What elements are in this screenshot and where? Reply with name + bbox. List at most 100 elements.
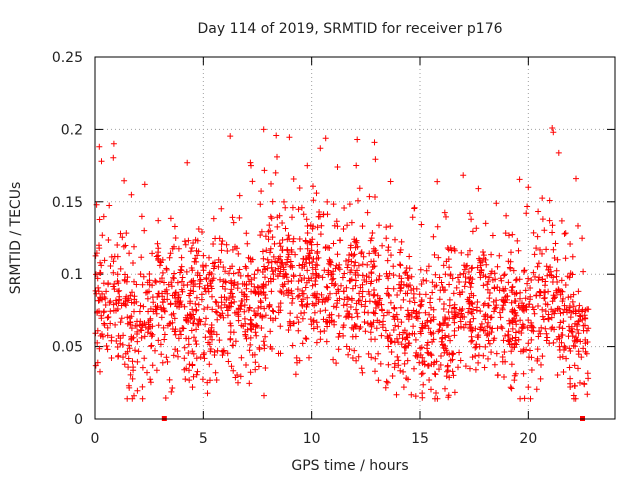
data-point (538, 324, 545, 331)
data-point (209, 306, 216, 313)
data-point (304, 245, 311, 252)
data-point (126, 342, 132, 349)
data-point (314, 241, 321, 248)
data-point (276, 212, 283, 219)
data-point (200, 267, 207, 274)
data-point (201, 306, 208, 312)
data-point (222, 286, 229, 292)
data-point (272, 315, 279, 322)
data-point (114, 278, 121, 285)
data-point (171, 275, 177, 282)
data-point (502, 285, 509, 292)
data-point (261, 167, 268, 174)
data-point (382, 327, 389, 334)
data-point (524, 280, 531, 287)
data-point (125, 355, 132, 362)
data-point (169, 319, 176, 326)
data-point (483, 332, 490, 339)
data-point (404, 272, 411, 279)
data-point (465, 269, 472, 275)
data-point (412, 352, 419, 359)
data-point (219, 238, 226, 244)
data-point (462, 274, 469, 281)
data-point (319, 299, 326, 306)
data-point (501, 349, 508, 355)
data-point (106, 299, 113, 306)
data-point (575, 348, 582, 355)
data-point (391, 339, 398, 346)
data-point (171, 223, 178, 230)
data-point (304, 230, 311, 236)
data-point (333, 262, 340, 269)
data-point (266, 301, 273, 308)
data-point (462, 363, 469, 370)
data-point (92, 287, 99, 294)
data-point (229, 214, 236, 221)
data-point (517, 317, 524, 324)
data-point (137, 271, 144, 278)
data-point (433, 282, 440, 289)
data-point (226, 303, 233, 310)
data-point (160, 324, 167, 331)
data-point (200, 252, 207, 259)
data-point (353, 239, 360, 246)
data-point (438, 279, 445, 286)
data-point (352, 259, 359, 266)
data-point (237, 272, 244, 279)
data-point (351, 322, 358, 328)
data-point (523, 346, 530, 353)
data-point (516, 276, 523, 283)
data-point (418, 324, 425, 331)
data-point (302, 284, 309, 291)
data-point (581, 381, 588, 388)
data-point (154, 303, 161, 309)
data-point (136, 322, 143, 328)
data-point (261, 345, 268, 352)
data-point (380, 318, 386, 325)
data-point (354, 313, 361, 320)
data-point (261, 392, 267, 399)
data-point (340, 332, 347, 339)
data-point (372, 194, 378, 200)
data-point (457, 357, 464, 364)
data-point (249, 178, 256, 185)
data-point (148, 342, 155, 349)
data-point (295, 206, 302, 213)
data-point (227, 133, 234, 140)
data-point (274, 153, 280, 160)
data-point (106, 202, 113, 209)
data-point (192, 338, 199, 344)
data-point (209, 293, 215, 300)
data-point (204, 304, 211, 311)
data-point (390, 285, 397, 292)
data-point (399, 335, 406, 342)
data-point (96, 245, 103, 252)
data-point (372, 156, 379, 163)
data-point (575, 222, 581, 229)
data-point (351, 251, 358, 258)
data-point (517, 348, 524, 355)
data-point (372, 368, 378, 375)
data-point (508, 385, 515, 392)
data-point (228, 280, 235, 287)
data-point (104, 324, 111, 331)
data-point (309, 236, 316, 243)
data-point (103, 343, 110, 349)
data-point (289, 300, 295, 306)
data-point (430, 233, 437, 240)
data-point (187, 298, 194, 305)
data-point (257, 201, 264, 208)
data-point (262, 333, 269, 340)
data-point (193, 341, 200, 348)
data-point (272, 258, 279, 265)
data-point (390, 327, 397, 333)
data-point (322, 135, 329, 142)
data-point (183, 268, 190, 275)
data-point (235, 306, 242, 313)
data-point (127, 292, 134, 299)
data-point (310, 197, 317, 204)
data-point (480, 282, 487, 289)
data-point (438, 353, 444, 359)
data-point (463, 263, 470, 270)
data-point (243, 265, 250, 272)
